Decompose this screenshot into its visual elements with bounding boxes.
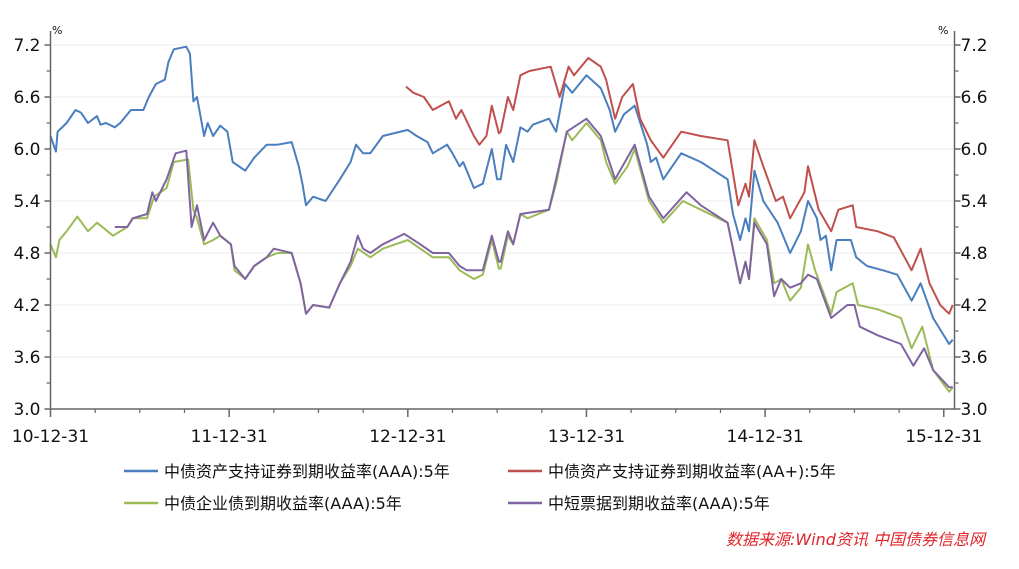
series-line-1 [49,45,954,345]
legend-label-4: 中短票据到期收益率(AAA):5年 [548,494,770,513]
left-y-tick-label: 6.6 [13,88,40,108]
legend-label-3: 中债企业债到期收益率(AAA):5年 [164,494,402,513]
x-tick-label: 10-12-31 [12,427,89,447]
source-note: 数据来源:Wind资讯 中国债券信息网 [726,530,987,549]
left-unit-label: % [52,24,62,37]
x-tick-label: 14-12-31 [727,427,804,447]
left-y-tick-label: 4.2 [13,296,40,316]
legend-label-1: 中债资产支持证券到期收益率(AAA):5年 [164,462,450,481]
left-y-tick-label: 3.6 [13,348,40,368]
legend-label-2: 中债资产支持证券到期收益率(AA+):5年 [548,462,836,481]
left-y-tick-label: 6.0 [13,140,40,160]
axes: 3.0 3.0 3.6 3.6 4.2 4.2 4.8 4.8 5.4 5.4 6.0 6.0 6.6 6… [12,31,988,447]
right-y-tick-label: 7.2 [961,36,988,56]
x-tick-label: 13-12-31 [548,427,625,447]
series-line-4 [114,117,953,389]
series-lines [49,45,954,393]
right-y-tick-label: 6.6 [961,88,988,108]
left-y-tick-label: 3.0 [13,400,40,420]
x-tick-label: 12-12-31 [369,427,446,447]
left-y-tick-label: 7.2 [13,36,40,56]
right-y-tick-label: 4.2 [961,296,988,316]
right-y-tick-label: 4.8 [961,244,988,264]
right-y-tick-label: 6.0 [961,140,988,160]
left-y-tick-label: 4.8 [13,244,40,264]
gridlines [50,44,955,358]
x-tick-label: 11-12-31 [191,427,268,447]
right-unit-label: % [938,24,948,37]
right-y-tick-label: 5.4 [961,192,988,212]
right-y-tick-label: 3.0 [961,400,988,420]
series-line-2 [405,57,954,315]
left-y-tick-label: 5.4 [13,192,40,212]
legend: 中债资产支持证券到期收益率(AAA):5年 中债资产支持证券到期收益率(AA+):… [124,462,836,513]
series-line-3 [49,122,954,393]
right-y-tick-label: 3.6 [961,348,988,368]
x-tick-label: 15-12-31 [905,427,982,447]
